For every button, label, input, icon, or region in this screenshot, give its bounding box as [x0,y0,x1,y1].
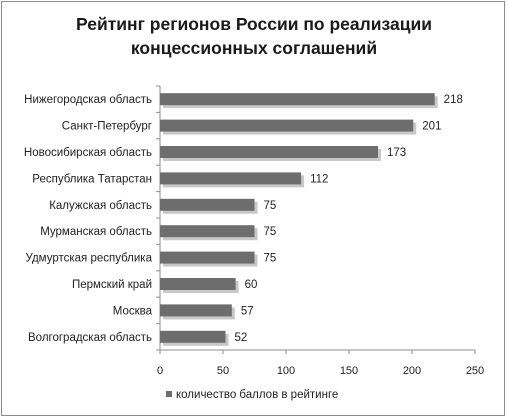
category-label: Удмуртская республика [26,253,153,265]
category-label: Нижегородская область [24,94,152,106]
data-label: 75 [264,200,277,212]
x-tick-label: 250 [466,365,484,377]
x-tick-label: 0 [157,365,163,377]
data-label: 218 [444,94,463,106]
x-tick-label: 200 [403,365,421,377]
bar [160,251,255,264]
chart-title: Рейтинг регионов России по реализации ко… [2,12,506,60]
category-label: Новосибирская область [24,147,152,159]
bar [160,278,236,290]
category-label: Пермский край [72,279,152,291]
x-tick-label: 150 [340,365,358,377]
data-label: 75 [264,253,277,265]
data-label: 112 [310,173,328,185]
bar [160,93,435,106]
category-label: Москва [113,305,153,317]
data-label: 57 [241,305,254,317]
bar [160,198,255,211]
chart-title-line-2: концессионных соглашений [130,38,378,58]
data-label: 201 [422,121,441,133]
bar [160,172,302,185]
category-label: Волгоградская область [28,332,152,344]
x-tick-label: 100 [277,365,295,377]
data-label: 60 [245,279,258,291]
category-label: Калужская область [49,200,152,212]
bar [160,330,226,343]
legend-label: количество баллов в рейтинге [176,389,338,401]
category-label: Санкт-Петербург [62,121,152,133]
data-label: 52 [235,332,248,344]
bar [160,119,414,132]
category-label: Республика Татарстан [32,173,152,185]
bar [160,146,378,158]
category-label: Мурманская область [40,226,152,238]
data-label: 173 [387,147,406,159]
legend-swatch [166,391,172,397]
data-label: 75 [264,226,277,238]
bar [160,304,232,317]
chart-title-line-1: Рейтинг регионов России по реализации [76,14,432,34]
bar [160,225,255,238]
x-tick-label: 50 [217,365,229,377]
